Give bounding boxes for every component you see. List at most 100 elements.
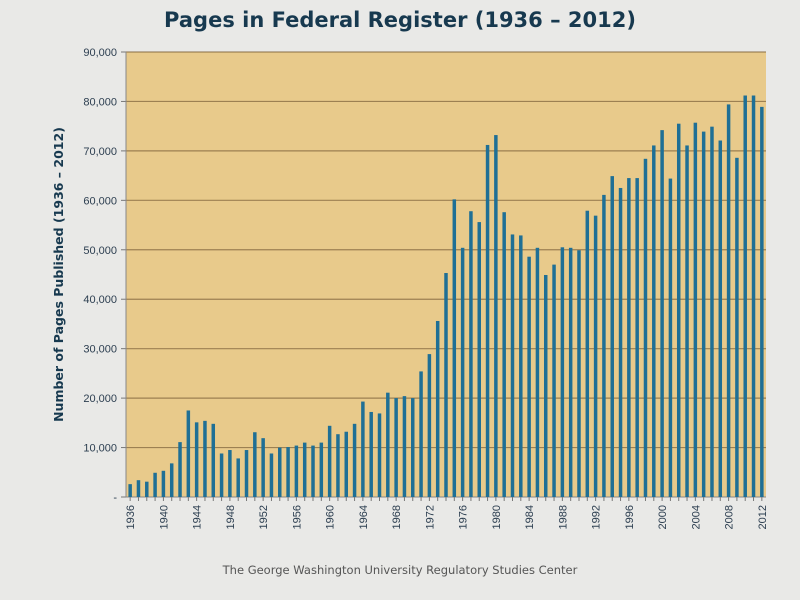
bar-1995 [618,187,623,497]
bar-1953 [269,453,274,497]
bar-1942 [178,442,182,497]
y-tick-label: 10,000 [83,443,117,455]
x-tick-label: 1948 [225,505,237,529]
bar-1950 [244,450,249,497]
bar-2012 [760,106,764,497]
bar-1988 [560,247,565,497]
bar-1956 [294,445,299,497]
x-tick-label: 1984 [524,505,536,529]
x-tick-label: 1976 [458,505,470,529]
bar-1967 [386,392,390,497]
bar-2008 [726,104,731,498]
bar-1941 [169,463,174,497]
bar-1983 [519,235,523,497]
bar-1978 [477,222,481,498]
bar-1961 [336,434,340,497]
bar-1965 [369,411,373,497]
bar-1945 [203,420,207,497]
bar-2007 [718,140,723,497]
bar-1960 [327,425,332,497]
chart-title: Pages in Federal Register (1936 – 2012) [164,8,636,32]
bar-1991 [585,210,590,497]
y-tick-label: 30,000 [83,344,117,356]
x-tick-label: 1960 [325,505,337,529]
bar-2011 [751,95,756,497]
bar-1989 [568,247,573,497]
bar-1997 [635,178,639,498]
bar-1982 [510,234,515,497]
bar-1939 [153,472,157,497]
x-tick-label: 2008 [724,505,736,529]
x-tick-label: 1936 [125,505,137,529]
y-axis-label: Number of Pages Published (1936 – 2012) [51,127,66,422]
y-tick-label: 20,000 [83,393,117,405]
bar-1957 [302,442,307,497]
bar-1971 [419,371,423,497]
bar-2009 [735,157,739,498]
y-tick-label: - [113,492,117,504]
x-tick-label: 1944 [192,505,204,529]
bar-2000 [660,130,664,497]
bar-1959 [319,442,324,497]
bar-1973 [435,320,440,497]
x-tick-label: 1956 [291,505,303,529]
bar-1944 [194,422,199,497]
bar-1987 [552,264,556,497]
bar-1966 [377,413,382,497]
bar-1970 [411,398,415,497]
x-tick-label: 1964 [358,505,370,529]
bar-1954 [278,447,282,497]
bar-1951 [253,432,257,497]
y-tick-label: 60,000 [83,195,117,207]
x-tick-label: 1980 [491,505,503,529]
bar-1979 [485,144,490,497]
y-tick-label: 50,000 [83,245,117,257]
bar-1992 [593,215,598,497]
y-tick-label: 80,000 [83,96,117,108]
bar-1936 [128,484,132,497]
bar-1993 [602,194,606,497]
bar-1955 [286,447,290,497]
bar-1972 [427,354,432,497]
bar-2001 [668,178,673,498]
bar-1937 [136,480,141,497]
x-tick-label: 1952 [258,505,270,529]
bar-1948 [228,450,232,497]
x-tick-label: 1988 [557,505,569,529]
bar-1946 [211,423,216,497]
bar-1940 [161,470,166,497]
bar-1981 [502,212,506,497]
x-tick-label: 1996 [624,505,636,529]
bar-1952 [261,438,265,497]
source-credit: The George Washington University Regulat… [222,563,578,577]
x-tick-label: 2000 [657,505,669,529]
bar-1976 [460,247,465,497]
bar-2005 [701,131,706,497]
bar-1974 [444,273,448,497]
x-tick-label: 1992 [591,505,603,529]
bar-1964 [361,401,365,497]
bar-1938 [145,481,149,497]
bar-1963 [352,423,357,497]
bar-1999 [652,145,656,497]
y-tick-label: 40,000 [83,294,117,306]
bar-1998 [643,158,648,498]
bar-1990 [577,250,581,497]
bar-1969 [402,396,407,497]
x-tick-label: 2012 [757,505,769,529]
x-tick-label: 1940 [158,505,170,529]
bar-1962 [344,431,349,497]
bar-1986 [543,274,548,497]
bar-1977 [469,211,473,497]
bar-1949 [236,458,240,497]
bar-1985 [535,247,540,497]
bar-1994 [610,176,614,497]
bar-1968 [394,398,398,497]
bar-2006 [710,126,714,498]
y-tick-label: 90,000 [83,47,117,59]
bar-1980 [494,135,498,498]
bar-1996 [627,178,631,498]
bar-2002 [676,123,681,497]
bar-1975 [452,199,457,497]
